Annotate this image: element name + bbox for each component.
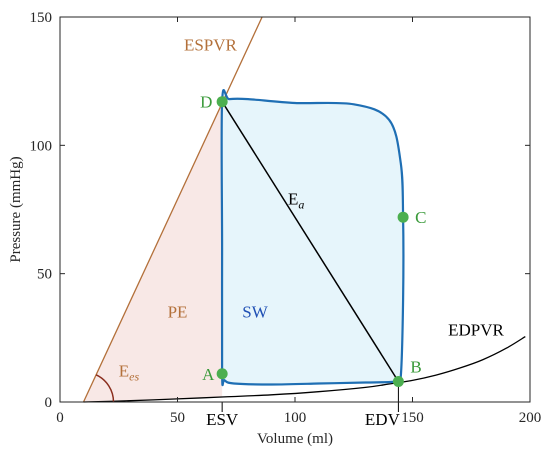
key-points: A B C D (200, 93, 426, 387)
sw-label: SW (242, 302, 268, 321)
plot-lines (82, 16, 526, 403)
x-tick-label: 150 (401, 410, 424, 426)
ees-label-main: E (119, 361, 129, 380)
esv-label: ESV (206, 410, 239, 429)
edpvr-line (83, 336, 526, 403)
ees-label: Ees (119, 361, 140, 383)
edpvr-label: EDPVR (448, 320, 504, 339)
espvr-line (82, 16, 263, 403)
x-axis-label: Volume (ml) (257, 431, 333, 447)
plot-fills (83, 90, 404, 402)
ea-line (221, 101, 400, 382)
point-b-marker (392, 375, 404, 387)
point-b-label: B (410, 357, 421, 376)
point-d-marker (216, 96, 228, 108)
y-tick-label: 150 (30, 10, 53, 26)
ea-label: Ea (288, 189, 304, 211)
ees-label-sub: es (129, 369, 139, 383)
y-tick-label: 100 (30, 138, 53, 154)
point-c-marker (397, 211, 409, 223)
point-a-marker (216, 368, 228, 380)
axis-ticks: 0 50 100 150 200 0 50 100 150 (30, 10, 542, 426)
pe-label: PE (168, 302, 188, 321)
y-tick-label: 50 (37, 267, 52, 283)
point-a-label: A (202, 365, 215, 384)
pv-loop-line (220, 89, 405, 387)
y-axis-label: Pressure (mmHg) (8, 156, 24, 262)
sw-area (221, 90, 404, 386)
x-tick-label: 50 (170, 410, 185, 426)
x-tick-label: 100 (284, 410, 307, 426)
point-c-label: C (415, 208, 426, 227)
x-tick-label: 200 (519, 410, 542, 426)
y-tick-label: 0 (45, 395, 53, 411)
ees-angle-arc (95, 374, 115, 403)
chart-labels: Volume (ml) Pressure (mmHg) ESV EDV ESPV… (8, 35, 504, 447)
ea-label-sub: a (298, 197, 304, 211)
point-d-label: D (200, 93, 212, 112)
edv-label: EDV (365, 410, 401, 429)
espvr-label: ESPVR (184, 35, 238, 54)
x-tick-label: 0 (56, 410, 64, 426)
ea-label-main: E (288, 189, 298, 208)
pe-area (83, 101, 223, 402)
